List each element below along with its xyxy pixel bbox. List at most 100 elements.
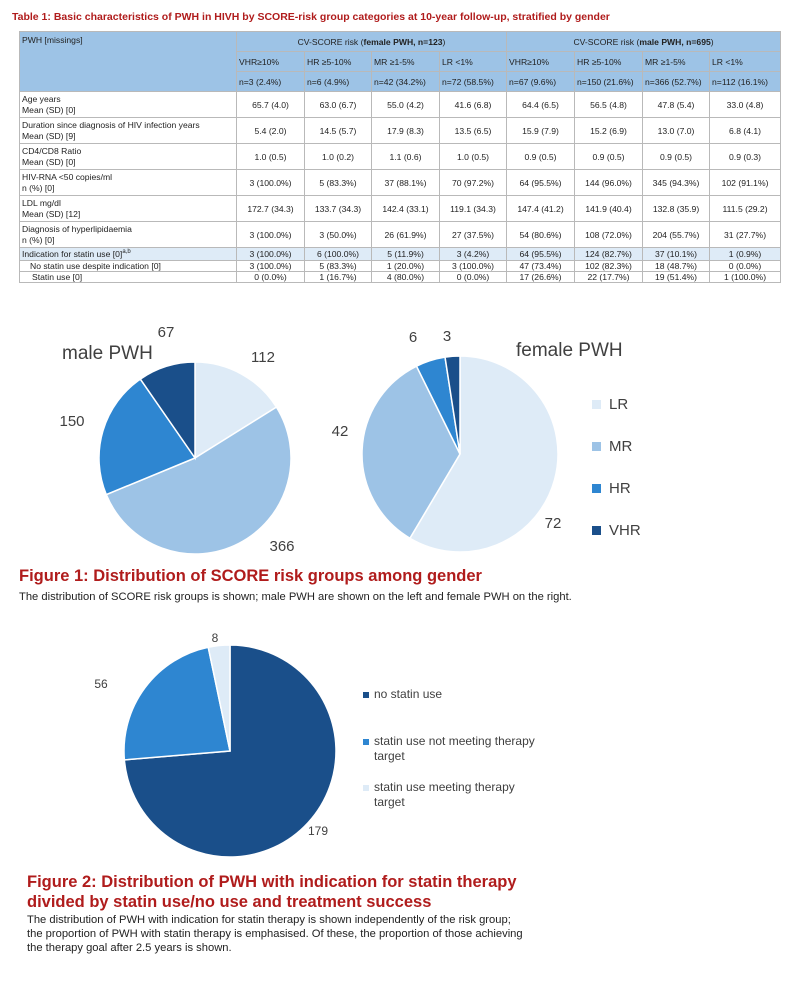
row-label-line1: LDL mg/dl [22,197,61,208]
table-cell: 0.9 (0.5) [574,143,644,170]
table-cell: 144 (96.0%) [574,169,644,196]
table-cell: 70 (97.2%) [438,169,508,196]
n-label-cell: n=3 (2.4%) [236,71,305,92]
figure1-legend: LR MR HR VHR [592,396,641,539]
table-cell: 37 (88.1%) [371,169,440,196]
table-cell: 3 (100.0%) [438,260,508,272]
pie-slice [408,355,559,553]
n-label-cell: n=112 (16.1%) [709,71,782,92]
table-row: LDL mg/dl Mean (SD) [12] 172.7 (34.3) 133.7… [19,195,782,222]
table-cell: 5 (83.3%) [304,260,372,272]
row-label-line1: HIV-RNA <50 copies/ml [22,171,113,182]
female-group-header: CV-SCORE risk (female PWH, n=123) [235,31,508,52]
pie-slice [105,406,292,555]
table-cell: 33.0 (4.8) [709,91,782,118]
n-label-row: n=3 (2.4%) n=6 (4.9%) n=42 (34.2%) n=72 (58… [20,71,782,92]
table-cell: 1 (100.0%) [709,271,782,283]
figure1-pies: 112 366 150 67 72 42 6 3 male PWH female PWH L… [59,324,641,555]
table-cell: 3 (50.0%) [304,221,372,248]
table-cell: 3 (100.0%) [236,169,305,196]
table-cell: 13.0 (7.0) [642,117,711,144]
table-cell: 64 (95.5%) [506,247,576,261]
risk-label-cell: VHR≥10% [506,51,576,72]
table-cell: 102 (91.1%) [709,169,782,196]
row-label: Statin use [0] [19,271,237,283]
row-label-line1: Age years [22,93,61,104]
risk-label-cell: MR ≥1-5% [371,51,440,72]
table-cell: 1.1 (0.6) [371,143,440,170]
legend-swatch [592,526,601,535]
table-cell: 0 (0.0%) [709,260,782,272]
table-cell: 18 (48.7%) [642,260,711,272]
legend-label: VHR [609,522,641,539]
table-cell: 0.9 (0.3) [709,143,782,170]
indication-footnote-mark: a,b [122,249,131,256]
legend-label: HR [609,480,631,497]
row-label: Duration since diagnosis of HIV infectio… [19,117,237,144]
row-label-line1: CD4/CD8 Ratio [22,145,82,156]
table-cell: 5 (11.9%) [371,247,440,261]
data-label: 179 [308,824,328,838]
pie-female: 72 42 6 3 [332,328,562,553]
risk-label-cell: MR ≥1-5% [642,51,711,72]
table-cell: 1 (16.7%) [304,271,372,283]
risk-label-cell: LR <1% [709,51,782,72]
legend-swatch [592,400,601,409]
pie-male: 112 366 150 67 [59,324,294,555]
table-cell: 19 (51.4%) [642,271,711,283]
figure2: 179 56 8 no statin use statin use not meeti… [0,620,798,870]
table-row: Statin use [0] 0 (0.0%) 1 (16.7%) 4 (80.0%)… [19,271,782,283]
n-label-cell: n=72 (58.5%) [438,71,508,92]
table-cell: 17 (26.6%) [506,271,576,283]
legend-label: no statin use [374,687,442,701]
table-cell: 5.4 (2.0) [236,117,305,144]
pie-slice [361,365,461,540]
male-group-header: CV-SCORE risk (male PWH, n=695) [506,31,782,52]
row-label-line2: Mean (SD) [9] [22,130,76,141]
row-label-line2: n (%) [0] [22,234,55,245]
table-cell: 41.6 (6.8) [438,91,508,118]
legend-label: target [374,749,405,763]
n-label-cell: n=67 (9.6%) [506,71,576,92]
table-row: Diagnosis of hyperlipidaemia n (%) [0] 3 (… [19,221,782,248]
table-cell: 26 (61.9%) [371,221,440,248]
row-label: Age years Mean (SD) [0] [19,91,237,118]
data-label: 72 [545,515,562,532]
table-cell: 172.7 (34.3) [236,195,305,222]
table-cell: 47 (73.4%) [506,260,576,272]
pie-slice [139,361,196,461]
figure2-pie: 179 56 8 no statin use statin use not meeti… [94,631,535,858]
characteristics-table: PWH [missings] CV-SCORE risk (female PWH… [19,31,782,283]
figure2-caption-line2: the proportion of PWH with statin therap… [27,928,523,940]
legend-swatch [363,739,369,745]
table-cell: 6 (100.0%) [304,247,372,261]
table-cell: 0 (0.0%) [438,271,508,283]
table-cell: 54 (80.6%) [506,221,576,248]
figure2-caption-line1: The distribution of PWH with indication … [27,914,511,926]
table-cell: 119.1 (34.3) [438,195,508,222]
table-cell: 4 (80.0%) [371,271,440,283]
table-cell: 0.9 (0.5) [506,143,576,170]
table-cell: 0 (0.0%) [236,271,305,283]
data-label: 150 [59,413,84,430]
pie-slice [123,646,231,761]
data-label: 6 [409,329,417,346]
table-cell: 142.4 (33.1) [371,195,440,222]
data-label: 3 [443,328,451,345]
table-row: HIV-RNA <50 copies/ml n (%) [0] 3 (100.0%)… [19,169,782,196]
row-label: Diagnosis of hyperlipidaemia n (%) [0] [19,221,237,248]
table-cell: 3 (100.0%) [236,247,305,261]
table-cell: 6.8 (4.1) [709,117,782,144]
n-label-cell: n=150 (21.6%) [574,71,644,92]
pie-slice [194,361,278,460]
table-cell: 15.9 (7.9) [506,117,576,144]
table-cell: 56.5 (4.8) [574,91,644,118]
row-label-line2: n (%) [0] [22,182,55,193]
table-cell: 1 (20.0%) [371,260,440,272]
table-cell: 3 (100.0%) [236,221,305,248]
table-cell: 15.2 (6.9) [574,117,644,144]
row-label: LDL mg/dl Mean (SD) [12] [19,195,237,222]
data-label: 8 [212,631,219,645]
row-label-line2: Mean (SD) [0] [22,156,76,167]
n-label-cell: n=366 (52.7%) [642,71,711,92]
